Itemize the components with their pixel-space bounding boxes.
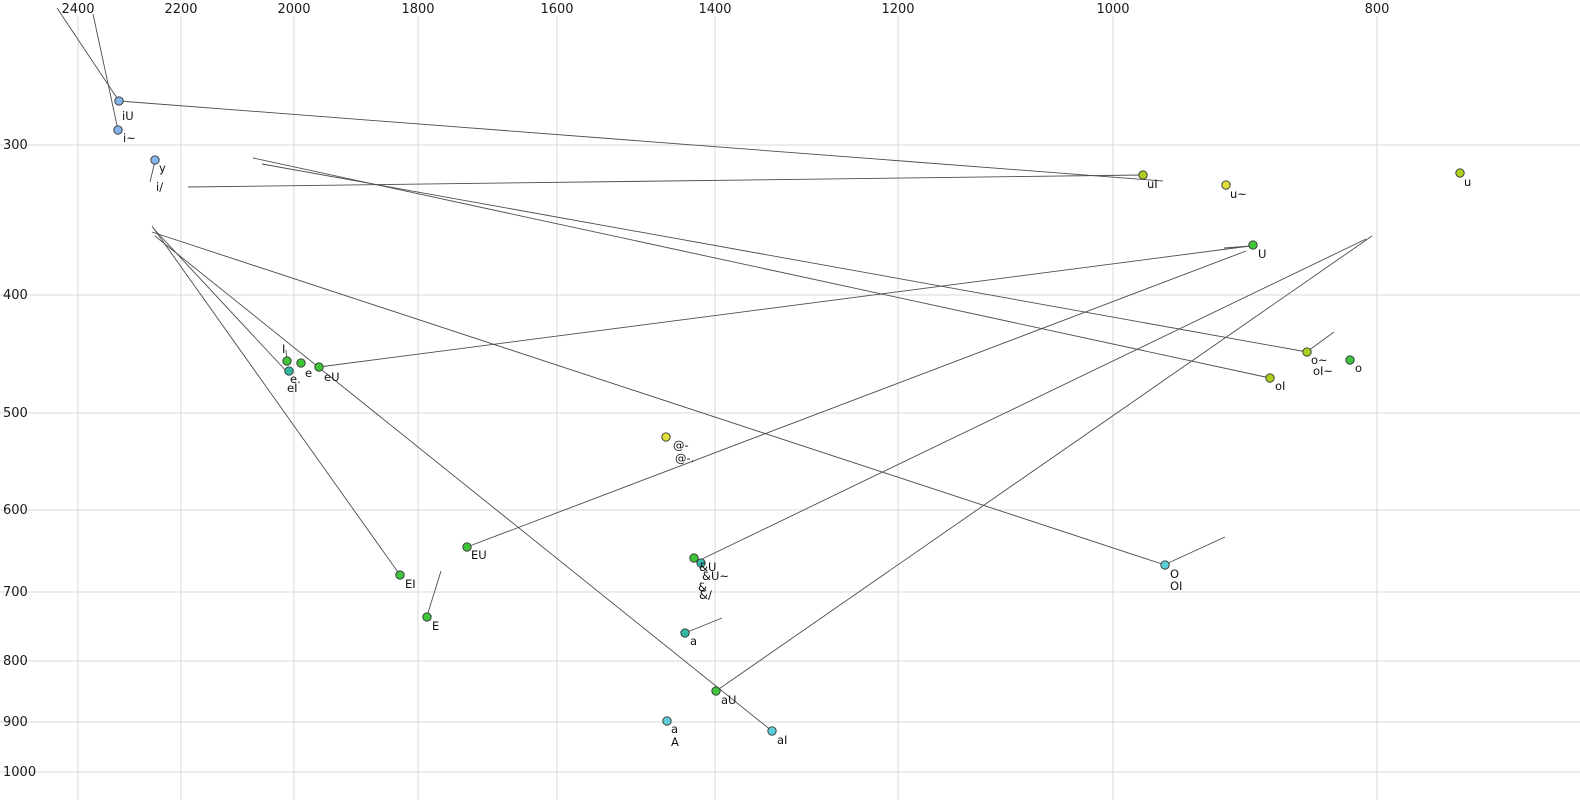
point-label-e.: e. (290, 372, 301, 386)
y-tick-label: 300 (3, 138, 28, 153)
x-tick-label: 1000 (1096, 2, 1129, 17)
point-label-o~: o~ (1311, 353, 1328, 367)
y-tick-label: 400 (3, 288, 28, 303)
point-aI (767, 726, 777, 736)
point-label-&/: &/ (699, 588, 712, 602)
y-tick-label: 800 (3, 654, 28, 669)
point-label-a: a (690, 634, 697, 648)
eI-glide-line (152, 227, 289, 374)
point-label-i~: i~ (123, 131, 136, 145)
o~-tail-line (1307, 331, 1335, 352)
point-y (150, 155, 160, 165)
point-label-eI: eI (287, 381, 297, 395)
uI-glide-line (187, 174, 1144, 188)
x-tick-label: 1600 (540, 2, 573, 17)
point-e (296, 358, 306, 368)
point-i~ (113, 125, 123, 135)
point-label-OI: OI (1170, 579, 1182, 593)
point-EU (462, 542, 472, 552)
y-tick-label: 600 (3, 503, 28, 518)
point-label-&: & (698, 580, 707, 594)
point-label-a: a (671, 722, 678, 736)
y-tick-label: 1000 (3, 765, 36, 780)
E-tail-line (426, 570, 442, 617)
oI~-glide-line (261, 163, 1308, 353)
O-tail-line (1165, 536, 1226, 565)
point-&U (689, 553, 699, 563)
point-@- (661, 432, 671, 442)
y-tick-label: 900 (3, 715, 28, 730)
point-label-aI: aI (777, 733, 787, 747)
point-label-EU: EU (471, 548, 487, 562)
aI-glide-line (154, 235, 773, 732)
a-tail-line (684, 617, 723, 634)
&U-glide-line (699, 238, 1367, 561)
point-aU (711, 686, 721, 696)
x-tick-label: 2200 (164, 2, 197, 17)
point-O (1160, 560, 1170, 570)
y-tick-label: 700 (3, 585, 28, 600)
point-label-A: A (671, 735, 679, 749)
point-label-@-: @- (673, 438, 689, 452)
point-uI (1138, 170, 1148, 180)
point-eU (314, 362, 324, 372)
point-label-E: E (432, 619, 439, 633)
point-o (1345, 355, 1355, 365)
x-tick-label: 1400 (698, 2, 731, 17)
point-label-u~: u~ (1230, 187, 1247, 201)
point-a (662, 716, 672, 726)
EI-glide-line (151, 225, 401, 576)
point-label-@-.: @-. (675, 451, 694, 465)
point-label-&U~: &U~ (702, 569, 729, 583)
point-I (282, 356, 292, 366)
point-label-&U: &U (699, 560, 716, 574)
i~-onset-line (92, 13, 119, 131)
EU-glide-line (466, 250, 1247, 548)
point-u (1455, 168, 1465, 178)
point-label-U: U (1258, 247, 1266, 261)
point-label-u: u (1464, 175, 1471, 189)
x-tick-label: 800 (1365, 2, 1390, 17)
OI-glide-line (151, 231, 1166, 566)
point-label-oI~: oI~ (1313, 364, 1333, 378)
iU-glide-line (118, 100, 1164, 182)
point-EI (395, 570, 405, 580)
aU-glide-line (715, 235, 1373, 692)
point-label-iU: iU (122, 109, 134, 123)
point-label-O: O (1170, 567, 1179, 581)
x-tick-label: 1800 (401, 2, 434, 17)
point-U (1248, 240, 1258, 250)
point-label-i/: i/ (156, 180, 163, 194)
U-tail-line (1223, 245, 1253, 249)
point-label-eU: eU (324, 370, 340, 384)
x-tick-label: 1200 (881, 2, 914, 17)
point-iU (114, 96, 124, 106)
point-label-o: o (1355, 361, 1362, 375)
point-E (422, 612, 432, 622)
y-tick-label: 500 (3, 406, 28, 421)
point-label-EI: EI (405, 577, 416, 591)
point-label-oI: oI (1275, 379, 1285, 393)
point-oI (1265, 373, 1275, 383)
point-e. (284, 366, 294, 376)
point-o~ (1302, 347, 1312, 357)
point-label-uI: uI (1147, 177, 1158, 191)
point-u~ (1221, 180, 1231, 190)
iU-onset-line (56, 7, 120, 102)
point-label-aU: aU (721, 693, 736, 707)
point-label-e: e (305, 366, 312, 380)
point-a (680, 628, 690, 638)
x-tick-label: 2000 (277, 2, 310, 17)
eU-glide-line (318, 245, 1251, 368)
point-&U~ (696, 558, 706, 568)
point-label-y: y (159, 161, 166, 175)
oI-glide-line (252, 157, 1271, 379)
x-tick-label: 2400 (61, 2, 94, 17)
point-label-I: I (282, 342, 285, 356)
